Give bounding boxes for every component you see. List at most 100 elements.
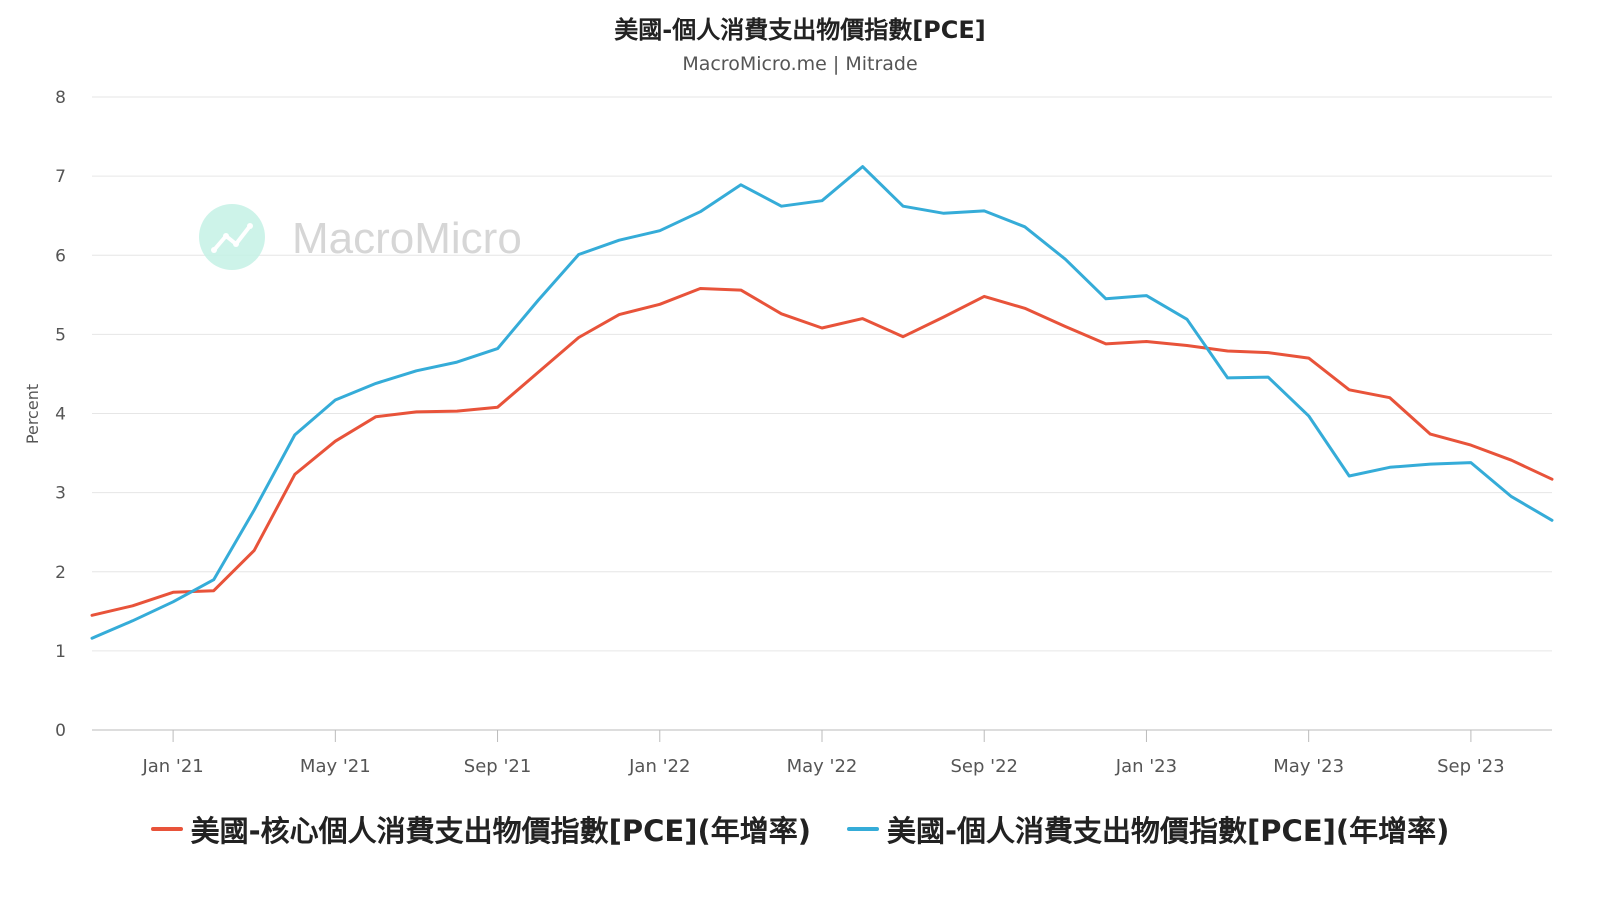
data-point[interactable] [289,468,301,480]
data-point[interactable] [978,290,990,302]
data-point[interactable] [775,200,787,212]
data-point[interactable] [329,435,341,447]
y-tick-label: 8 [55,88,66,108]
data-point[interactable] [735,284,747,296]
data-point[interactable] [1303,352,1315,364]
data-point[interactable] [532,366,544,378]
data-point[interactable] [1140,290,1152,302]
data-point[interactable] [492,343,504,355]
x-tick-label: Jan '21 [141,756,203,777]
data-point[interactable] [816,195,828,207]
data-point[interactable] [208,574,220,586]
data-point[interactable] [370,377,382,389]
data-point[interactable] [532,294,544,306]
data-point[interactable] [329,394,341,406]
data-point[interactable] [1059,320,1071,332]
data-point[interactable] [654,298,666,310]
data-point[interactable] [1465,439,1477,451]
data-point[interactable] [857,313,869,325]
data-point[interactable] [897,331,909,343]
legend-label-pce: 美國-個人消費支出物價指數[PCE](年增率) [887,814,1450,848]
data-point[interactable] [1019,302,1031,314]
data-point[interactable] [1343,470,1355,482]
data-point[interactable] [410,406,422,418]
data-point[interactable] [694,282,706,294]
data-point[interactable] [1505,491,1517,503]
data-point[interactable] [1262,371,1274,383]
x-axis: Jan '21 May '21 Sep '21 Jan '22 May '22 Sep '… [92,729,1552,777]
data-point[interactable] [208,585,220,597]
data-point[interactable] [1100,293,1112,305]
watermark: MacroMicro [199,204,522,270]
data-point[interactable] [127,600,139,612]
data-point[interactable] [1222,345,1234,357]
data-point[interactable] [451,405,463,417]
x-tick-label: Sep '22 [950,756,1018,777]
data-point[interactable] [816,322,828,334]
data-point[interactable] [1222,372,1234,384]
data-point[interactable] [1100,338,1112,350]
data-point[interactable] [654,225,666,237]
y-tick-label: 2 [55,563,66,583]
data-point[interactable] [1303,410,1315,422]
legend-item-pce[interactable]: 美國-個人消費支出物價指數[PCE](年增率) [847,808,1449,850]
legend-swatch-pce [847,827,879,831]
data-point[interactable] [1059,253,1071,265]
legend-item-core-pce[interactable]: 美國-核心個人消費支出物價指數[PCE](年增率) [150,808,811,850]
data-point[interactable] [1505,454,1517,466]
y-tick-label: 5 [55,325,66,345]
chart-title: 美國-個人消費支出物價指數[PCE] [614,16,986,44]
data-point[interactable] [248,544,260,556]
watermark-text: MacroMicro [292,214,522,263]
x-tick-label: Jan '22 [628,756,690,777]
data-point[interactable] [1465,457,1477,469]
data-point[interactable] [86,632,98,644]
chart-subtitle: MacroMicro.me | Mitrade [682,53,918,75]
data-point[interactable] [86,609,98,621]
x-tick-label: Sep '23 [1437,756,1505,777]
y-tick-label: 1 [55,642,66,662]
data-point[interactable] [857,161,869,173]
data-point[interactable] [613,234,625,246]
data-point[interactable] [1384,392,1396,404]
data-point[interactable] [167,596,179,608]
series-line-1[interactable] [90,165,1554,640]
y-axis-label: Percent [23,384,42,444]
data-point[interactable] [897,200,909,212]
data-point[interactable] [1343,384,1355,396]
data-point[interactable] [248,504,260,516]
data-point[interactable] [573,332,585,344]
series-line-0[interactable] [90,287,1554,617]
data-point[interactable] [613,309,625,321]
data-point[interactable] [1384,461,1396,473]
data-point[interactable] [1546,473,1558,485]
data-point[interactable] [1140,335,1152,347]
data-point[interactable] [938,311,950,323]
data-point[interactable] [492,401,504,413]
data-point[interactable] [735,179,747,191]
data-point[interactable] [1424,428,1436,440]
data-point[interactable] [127,615,139,627]
data-point[interactable] [573,248,585,260]
data-point[interactable] [289,429,301,441]
grid-lines [92,96,1552,731]
data-point[interactable] [451,356,463,368]
data-point[interactable] [410,365,422,377]
data-point[interactable] [370,411,382,423]
data-point[interactable] [1546,514,1558,526]
data-point[interactable] [1181,313,1193,325]
y-axis-ticks: 0 1 2 3 4 5 6 7 8 [55,88,66,741]
x-tick-label: Jan '23 [1115,756,1177,777]
data-point[interactable] [1262,347,1274,359]
data-point[interactable] [775,308,787,320]
data-point[interactable] [978,205,990,217]
data-point[interactable] [694,206,706,218]
legend-swatch-core-pce [150,827,183,831]
data-point[interactable] [1019,221,1031,233]
chart-logo-icon [199,204,265,270]
data-point[interactable] [1424,458,1436,470]
y-tick-label: 6 [55,246,66,266]
data-point[interactable] [938,207,950,219]
data-point[interactable] [1181,339,1193,351]
